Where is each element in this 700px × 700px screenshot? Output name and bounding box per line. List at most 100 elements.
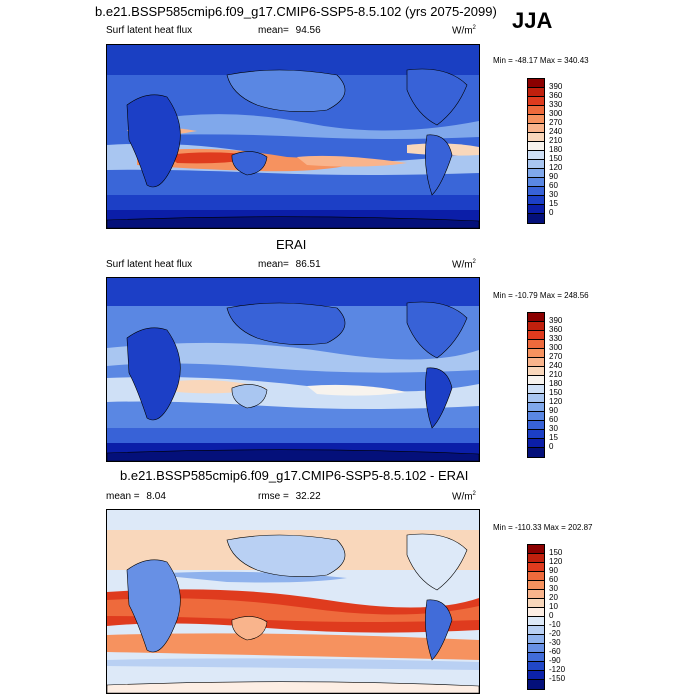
panel3-colorbar-tick-label: 30 [549, 584, 558, 593]
panel1-title: b.e21.BSSP585cmip6.f09_g17.CMIP6-SSP5-8.… [95, 4, 497, 19]
panel3-colorbar-tick-label: -60 [549, 647, 561, 656]
panel1-colorbar-tick-label: 90 [549, 172, 558, 181]
panel1-colorbar-tick-label: 120 [549, 163, 563, 172]
panel3-colorbar-swatch [528, 581, 544, 590]
panel1-colorbar-swatch [528, 124, 544, 133]
panel2-colorbar-swatch [528, 412, 544, 421]
panel2-colorbar-swatch [528, 331, 544, 340]
panel2-colorbar-tick-label: 150 [549, 388, 563, 397]
panel3-colorbar-swatch [528, 563, 544, 572]
panel1-colorbar-tick-label: 0 [549, 208, 554, 217]
panel2-colorbar-swatch [528, 430, 544, 439]
panel2-colorbar-tick-label: 210 [549, 370, 563, 379]
panel1-colorbar-tick-label: 330 [549, 100, 563, 109]
panel3-colorbar-swatch [528, 680, 544, 689]
panel2-colorbar-tick-label: 15 [549, 433, 558, 442]
panel1-colorbar-swatch [528, 106, 544, 115]
panel1-colorbar-tick-label: 180 [549, 145, 563, 154]
panel1-colorbar-tick-label: 150 [549, 154, 563, 163]
panel1-colorbar-swatch [528, 133, 544, 142]
panel2-colorbar-swatch [528, 448, 544, 457]
panel2-map [106, 277, 480, 462]
panel3-colorbar-tick-label: -30 [549, 638, 561, 647]
panel3-minmax: Min = -110.33 Max = 202.87 [493, 523, 593, 532]
panel2-units: W/m2 [452, 259, 476, 271]
panel3-rmse-value: 32.22 [295, 491, 321, 502]
panel3-map-svg [107, 510, 479, 693]
panel3-colorbar-swatch [528, 608, 544, 617]
panel3-colorbar-tick-label: -10 [549, 620, 561, 629]
panel1-mean-label: mean= [258, 25, 289, 36]
panel1-colorbar-swatch [528, 88, 544, 97]
panel3-rmse-label: rmse = [258, 491, 289, 502]
panel3-rmse: rmse = 32.22 [258, 491, 321, 502]
panel1-colorbar-tick-label: 360 [549, 91, 563, 100]
panel2-colorbar-tick-label: 180 [549, 379, 563, 388]
panel3-colorbar-tick-label: 10 [549, 602, 558, 611]
panel2-colorbar-swatch [528, 367, 544, 376]
season-label: JJA [512, 8, 553, 33]
panel3-colorbar-tick-label: 60 [549, 575, 558, 584]
panel2-colorbar-tick-label: 330 [549, 334, 563, 343]
panel3-colorbar-tick-label: -20 [549, 629, 561, 638]
panel3-map [106, 509, 480, 694]
panel3-colorbar-swatch [528, 635, 544, 644]
panel1-colorbar-swatch [528, 151, 544, 160]
panel3-colorbar [527, 544, 545, 690]
panel1-colorbar-swatch [528, 79, 544, 88]
panel3-colorbar-swatch [528, 599, 544, 608]
panel1-colorbar-tick-label: 210 [549, 136, 563, 145]
panel3-mean: mean = 8.04 [106, 491, 166, 502]
panel3-colorbar-tick-label: 120 [549, 557, 563, 566]
panel3-colorbar-tick-label: 20 [549, 593, 558, 602]
panel3-colorbar-swatch [528, 572, 544, 581]
panel3-colorbar-swatch [528, 617, 544, 626]
panel2-variable-label: Surf latent heat flux [106, 259, 193, 270]
panel1-colorbar-swatch [528, 169, 544, 178]
panel2-colorbar-swatch [528, 340, 544, 349]
panel3-colorbar-swatch [528, 626, 544, 635]
panel1-map [106, 44, 480, 229]
panel1-colorbar-swatch [528, 187, 544, 196]
panel2-colorbar-tick-label: 300 [549, 343, 563, 352]
panel1-colorbar-tick-label: 300 [549, 109, 563, 118]
panel3-colorbar-swatch [528, 554, 544, 563]
panel2-colorbar-swatch [528, 376, 544, 385]
panel2-mean: mean= 86.51 [258, 259, 321, 270]
panel3-colorbar-tick-label: 90 [549, 566, 558, 575]
panel1-colorbar-swatch [528, 178, 544, 187]
panel1-colorbar-swatch [528, 142, 544, 151]
panel2-mean-label: mean= [258, 259, 289, 270]
panel1-minmax: Min = -48.17 Max = 340.43 [493, 56, 589, 65]
panel1-mean-value: 94.56 [295, 25, 321, 36]
panel2-colorbar-swatch [528, 439, 544, 448]
panel2-colorbar-swatch [528, 421, 544, 430]
panel3-units: W/m2 [452, 491, 476, 503]
panel1-colorbar-swatch [528, 205, 544, 214]
panel2-colorbar-swatch [528, 349, 544, 358]
panel3-colorbar-swatch [528, 590, 544, 599]
panel2-colorbar-tick-label: 240 [549, 361, 563, 370]
panel2-colorbar-swatch [528, 358, 544, 367]
panel3-colorbar-tick-label: -120 [549, 665, 566, 674]
panel2-colorbar-tick-label: 90 [549, 406, 558, 415]
panel3-colorbar-tick-label: -150 [549, 674, 566, 683]
panel2-colorbar [527, 312, 545, 458]
panel3-mean-label: mean = [106, 491, 140, 502]
panel1-units: W/m2 [452, 25, 476, 37]
panel1-colorbar-tick-label: 270 [549, 118, 563, 127]
panel3-colorbar-swatch [528, 662, 544, 671]
panel2-colorbar-tick-label: 120 [549, 397, 563, 406]
panel2-map-svg [107, 278, 479, 461]
panel2-colorbar-swatch [528, 403, 544, 412]
panel1-mean: mean= 94.56 [258, 25, 321, 36]
panel1-colorbar-swatch [528, 160, 544, 169]
panel1-colorbar-swatch [528, 196, 544, 205]
panel2-colorbar-tick-label: 390 [549, 316, 563, 325]
panel2-title: ERAI [276, 237, 307, 252]
panel2-colorbar-tick-label: 0 [549, 442, 554, 451]
panel3-colorbar-tick-label: 0 [549, 611, 554, 620]
panel1-colorbar-tick-label: 30 [549, 190, 558, 199]
panel1-colorbar-tick-label: 60 [549, 181, 558, 190]
panel1-colorbar-swatch [528, 214, 544, 223]
